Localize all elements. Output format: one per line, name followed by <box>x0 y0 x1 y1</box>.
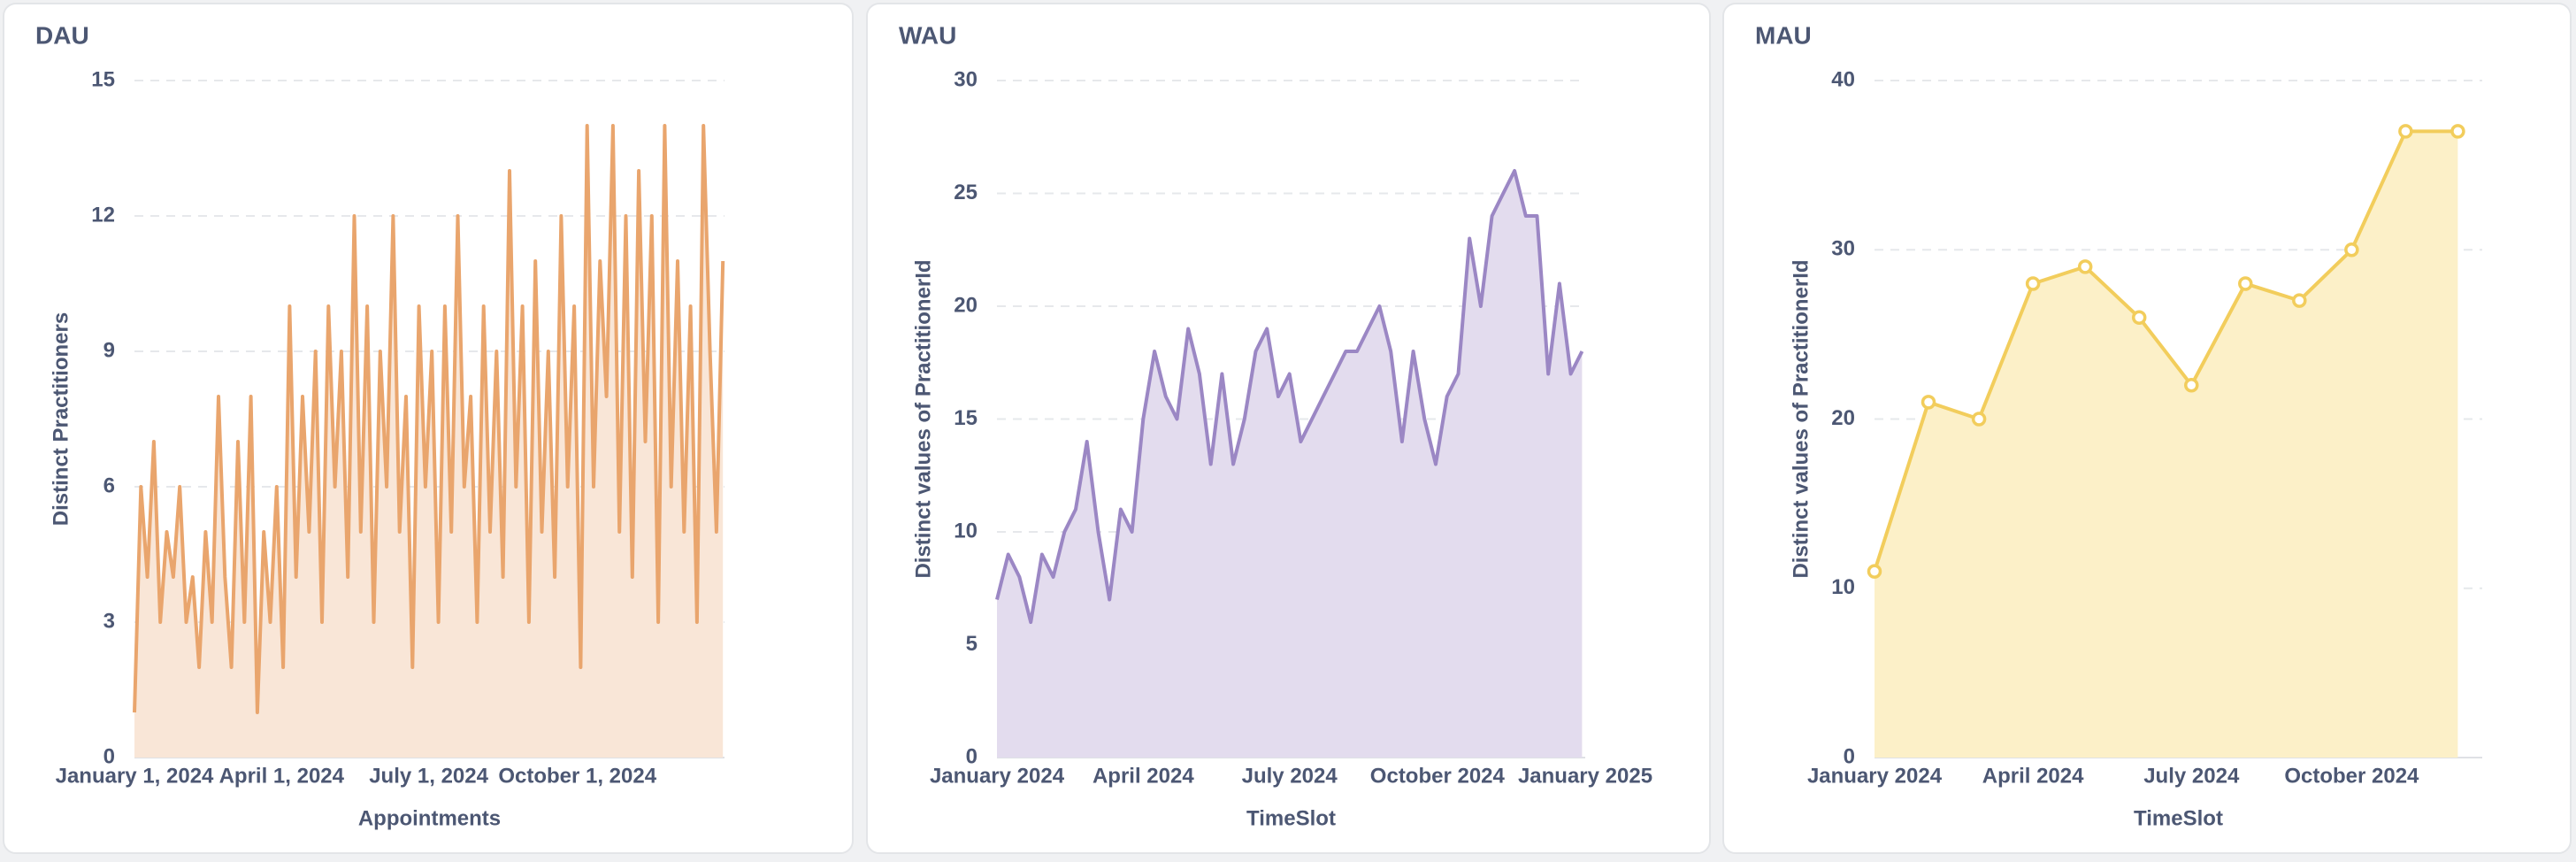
x-tick-label: October 2024 <box>2284 764 2419 788</box>
area-fill <box>1874 131 2458 758</box>
y-tick-label: 0 <box>1844 744 1855 768</box>
point <box>2184 378 2199 393</box>
area-fill <box>997 171 1583 758</box>
y-axis-label: Distinct Practitioners <box>49 312 73 526</box>
point <box>2025 276 2041 291</box>
y-tick-label: 15 <box>91 67 115 91</box>
y-tick-label: 15 <box>954 406 978 430</box>
y-tick-label: 25 <box>954 181 978 204</box>
point <box>2238 276 2253 291</box>
y-tick-label: 0 <box>104 744 115 768</box>
x-axis-label: TimeSlot <box>1246 806 1336 830</box>
x-tick-label: April 1, 2024 <box>219 764 345 788</box>
line <box>133 124 725 714</box>
y-tick-label: 3 <box>104 609 115 633</box>
chart-title: DAU <box>35 21 89 49</box>
x-tick-label: July 1, 2024 <box>369 764 488 788</box>
y-tick-label: 12 <box>91 203 115 227</box>
y-axis-label: Distinct values of PractitionerId <box>1789 259 1813 578</box>
x-tick-label: January 2024 <box>1807 764 1943 788</box>
y-tick-label: 20 <box>1831 406 1855 430</box>
y-tick-label: 9 <box>104 338 115 362</box>
point <box>2292 293 2307 308</box>
line <box>1873 129 2458 573</box>
x-tick-label: October 1, 2024 <box>498 764 656 788</box>
y-tick-label: 20 <box>954 293 978 317</box>
y-tick-label: 10 <box>954 519 978 543</box>
y-tick-label: 30 <box>1831 237 1855 261</box>
x-tick-label: April 2024 <box>1982 764 2084 788</box>
x-axis-label: Appointments <box>358 806 501 830</box>
y-tick-label: 0 <box>966 744 978 768</box>
x-tick-label: July 2024 <box>1242 764 1338 788</box>
point <box>1971 412 1987 427</box>
point <box>2398 124 2413 139</box>
chart-title: MAU <box>1755 21 1812 49</box>
chart-title: WAU <box>899 21 956 49</box>
line <box>995 169 1584 624</box>
point <box>1867 564 1882 579</box>
x-tick-label: April 2024 <box>1092 764 1194 788</box>
point <box>2450 124 2465 139</box>
point <box>1920 395 1936 410</box>
x-tick-label: January 1, 2024 <box>56 764 214 788</box>
x-tick-label: January 2025 <box>1518 764 1652 788</box>
y-tick-label: 30 <box>954 67 978 91</box>
point <box>2131 310 2147 325</box>
x-tick-label: July 2024 <box>2143 764 2240 788</box>
y-tick-label: 5 <box>966 632 978 656</box>
x-tick-label: January 2024 <box>930 764 1065 788</box>
point <box>2344 242 2359 258</box>
x-tick-label: October 2024 <box>1370 764 1506 788</box>
y-tick-label: 6 <box>104 473 115 497</box>
x-axis-label: TimeSlot <box>2134 806 2223 830</box>
y-tick-label: 40 <box>1831 67 1855 91</box>
point <box>2077 259 2093 274</box>
y-tick-label: 10 <box>1831 575 1855 599</box>
y-axis-label: Distinct values of PractitionerId <box>911 259 935 578</box>
